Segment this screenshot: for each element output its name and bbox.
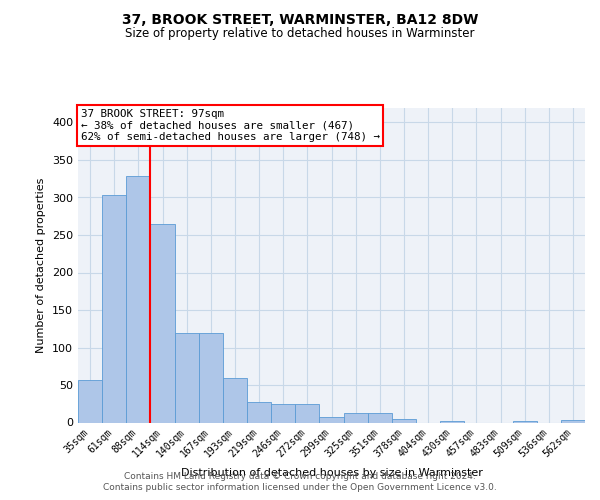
Bar (151, 224, 175, 422)
X-axis label: Distribution of detached houses by size in Warminster: Distribution of detached houses by size … (181, 468, 482, 477)
Bar (368, 413, 392, 422)
Bar (78, 380, 102, 422)
Bar (440, 421, 464, 422)
Text: Contains HM Land Registry data © Crown copyright and database right 2024.: Contains HM Land Registry data © Crown c… (124, 472, 476, 481)
Bar (102, 195, 126, 422)
Bar (271, 404, 295, 422)
Bar (344, 413, 368, 422)
Bar (223, 378, 247, 422)
Bar (512, 421, 537, 422)
Bar (392, 419, 416, 422)
Bar (126, 176, 151, 422)
Bar (295, 404, 319, 422)
Text: 37 BROOK STREET: 97sqm
← 38% of detached houses are smaller (467)
62% of semi-de: 37 BROOK STREET: 97sqm ← 38% of detached… (80, 109, 380, 142)
Bar (247, 402, 271, 422)
Y-axis label: Number of detached properties: Number of detached properties (37, 178, 46, 352)
Bar (199, 332, 223, 422)
Bar (319, 416, 344, 422)
Bar (175, 332, 199, 422)
Bar (561, 420, 585, 422)
Text: 37, BROOK STREET, WARMINSTER, BA12 8DW: 37, BROOK STREET, WARMINSTER, BA12 8DW (122, 12, 478, 26)
Text: Size of property relative to detached houses in Warminster: Size of property relative to detached ho… (125, 28, 475, 40)
Text: Contains public sector information licensed under the Open Government Licence v3: Contains public sector information licen… (103, 484, 497, 492)
